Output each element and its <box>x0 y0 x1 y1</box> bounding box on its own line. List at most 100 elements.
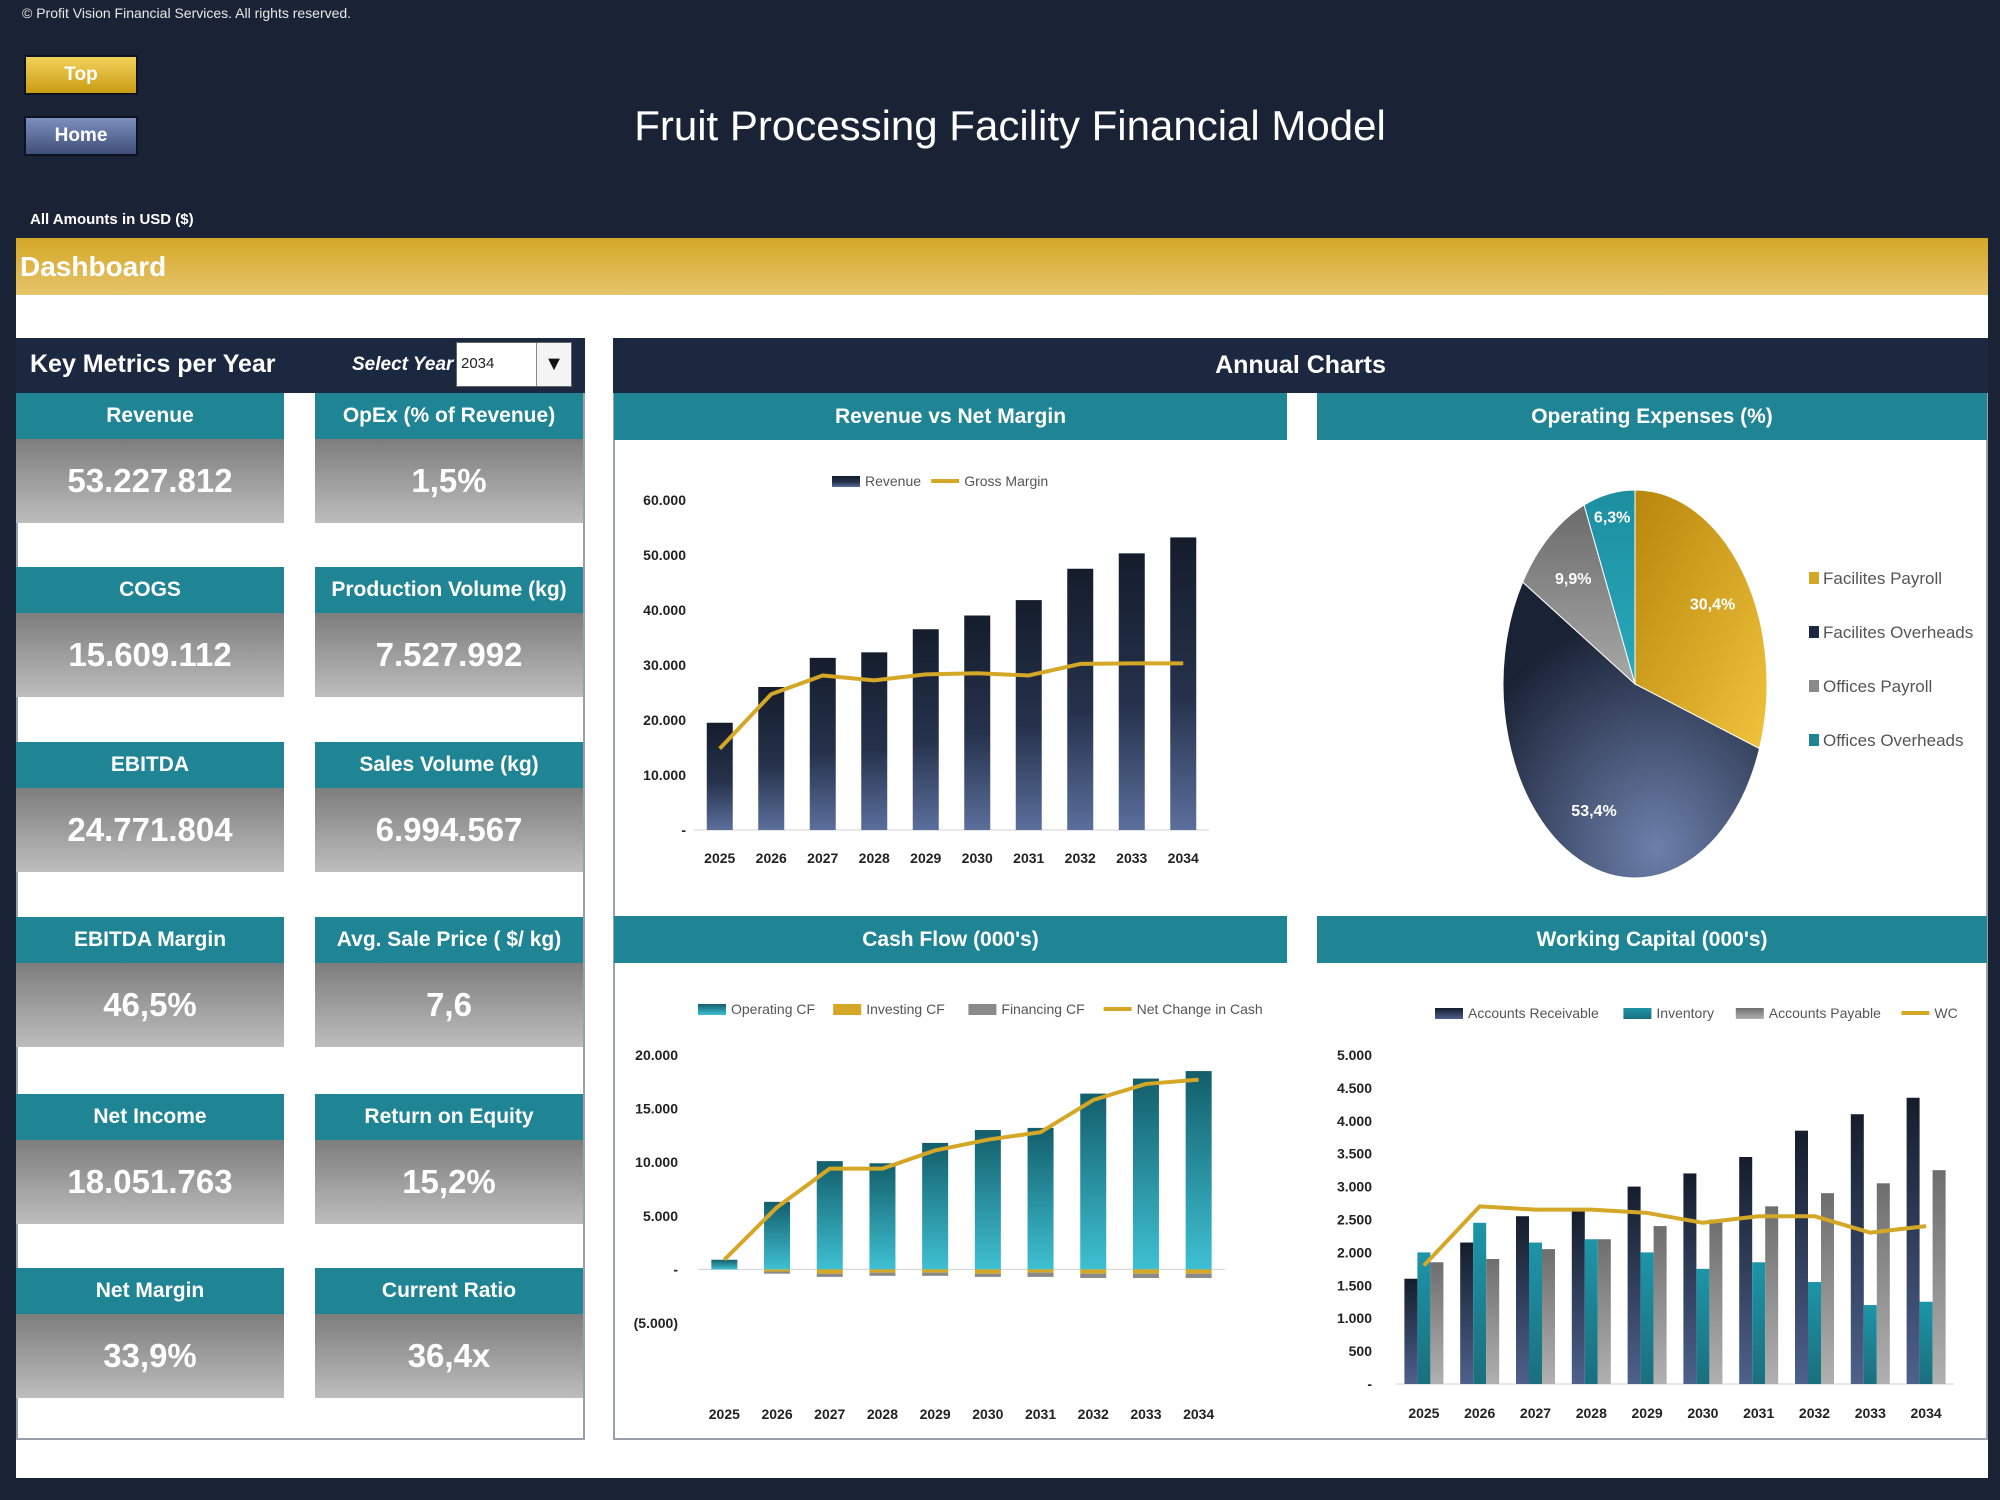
bar-inventory <box>1919 1301 1933 1384</box>
annual-charts-title: Annual Charts <box>1215 351 1386 379</box>
bar-revenue <box>809 657 836 830</box>
legend-financing-cf-swatch <box>968 1004 997 1015</box>
x-tick-label: 2033 <box>1130 1406 1161 1422</box>
x-tick-label: 2032 <box>1065 850 1096 866</box>
metric-value: 15,2% <box>315 1140 583 1224</box>
metric-value: 7,6 <box>315 963 583 1047</box>
y-tick-label: - <box>673 1261 678 1277</box>
metric-label: Production Volume (kg) <box>315 567 583 613</box>
metric-tile: COGS 15.609.112 <box>16 567 284 697</box>
y-tick-label: 4.000 <box>1337 1113 1372 1129</box>
metric-label: OpEx (% of Revenue) <box>315 393 583 439</box>
dashboard-section-title: Dashboard <box>20 250 167 282</box>
home-button[interactable]: Home <box>24 116 138 156</box>
bar-inventory <box>1473 1222 1487 1384</box>
working-capital-chart-title: Working Capital (000's) <box>1317 916 1987 963</box>
line-gross-margin <box>718 661 1184 750</box>
bar-investing-cf <box>869 1269 896 1273</box>
metric-tile: Net Margin 33,9% <box>16 1268 284 1398</box>
bar-inventory <box>1752 1262 1766 1384</box>
y-tick-label: 1.000 <box>1337 1310 1372 1326</box>
y-tick-label: 10.000 <box>643 767 686 783</box>
cash-flow-chart: 20.000 15.000 10.000 5.000 - (5.000) 2025 2026 2… <box>634 1001 1263 1422</box>
legend-facilites-payroll: Facilites Payroll <box>1823 569 1942 588</box>
bar-accounts-receivable <box>1571 1209 1585 1384</box>
x-tick-label: 2026 <box>1464 1405 1495 1421</box>
bar-revenue <box>758 687 785 830</box>
y-tick-label: 500 <box>1349 1343 1373 1359</box>
bar-inventory <box>1640 1252 1654 1384</box>
legend-facilites-overheads-swatch <box>1809 626 1819 638</box>
metric-value: 15.609.112 <box>16 613 284 697</box>
bar-accounts-payable <box>1542 1249 1555 1384</box>
metric-tile: Avg. Sale Price ( $/ kg) 7,6 <box>315 917 583 1047</box>
metric-tile: Current Ratio 36,4x <box>315 1268 583 1398</box>
y-tick-label: 3.000 <box>1337 1179 1372 1195</box>
bar-accounts-payable <box>1765 1206 1779 1384</box>
bar-revenue <box>1170 537 1197 830</box>
metric-value: 7.527.992 <box>315 613 583 697</box>
pie-slice-offices-payroll <box>1522 504 1636 686</box>
y-tick-label: 15.000 <box>635 1101 678 1117</box>
legend-offices-overheads-swatch <box>1809 734 1819 746</box>
metric-label: Sales Volume (kg) <box>315 742 583 788</box>
metric-value: 18.051.763 <box>16 1140 284 1224</box>
x-tick-label: 2031 <box>1025 1406 1056 1422</box>
x-tick-label: 2030 <box>1687 1405 1718 1421</box>
bar-investing-cf <box>1027 1269 1054 1273</box>
legend-net-change-in-cash: Net Change in Cash <box>1137 1001 1263 1017</box>
year-select-value: 2034 <box>461 355 495 372</box>
legend-revenue: Revenue <box>865 473 921 489</box>
bar-financing-cf <box>869 1272 896 1276</box>
metric-label: COGS <box>16 567 284 613</box>
x-tick-label: 2031 <box>1013 850 1044 866</box>
metric-tile: Return on Equity 15,2% <box>315 1094 583 1224</box>
top-button[interactable]: Top <box>24 55 138 95</box>
y-tick-label: 10.000 <box>635 1154 678 1170</box>
year-select[interactable]: 2034 ▼ <box>456 342 572 387</box>
bar-financing-cf <box>922 1272 949 1276</box>
bar-operating-cf <box>1185 1071 1212 1270</box>
y-tick-label: - <box>681 822 686 838</box>
bar-financing-cf <box>974 1273 1001 1277</box>
metric-value: 46,5% <box>16 963 284 1047</box>
y-tick-label: - <box>1367 1376 1372 1392</box>
metric-tile: Sales Volume (kg) 6.994.567 <box>315 742 583 872</box>
metric-tile: EBITDA 24.771.804 <box>16 742 284 872</box>
bar-investing-cf <box>974 1269 1001 1274</box>
x-tick-label: 2028 <box>1576 1405 1607 1421</box>
pie-slice-offices-overheads <box>1583 489 1636 685</box>
key-metrics-title: Key Metrics per Year <box>30 350 276 378</box>
bar-accounts-payable <box>1932 1170 1946 1384</box>
metric-label: EBITDA Margin <box>16 917 284 963</box>
metric-value: 53.227.812 <box>16 439 284 523</box>
chevron-down-icon[interactable]: ▼ <box>536 343 571 386</box>
legend-operating-cf: Operating CF <box>731 1001 815 1017</box>
bar-operating-cf <box>1027 1127 1054 1270</box>
x-tick-label: 2028 <box>859 850 890 866</box>
x-tick-label: 2028 <box>867 1406 898 1422</box>
legend-offices-overheads: Offices Overheads <box>1823 731 1963 750</box>
legend-facilites-overheads: Facilites Overheads <box>1823 623 1973 642</box>
legend-operating-cf-swatch <box>698 1004 726 1015</box>
metric-tile: Net Income 18.051.763 <box>16 1094 284 1224</box>
legend-accounts-payable-swatch <box>1735 1008 1764 1019</box>
metric-value: 1,5% <box>315 439 583 523</box>
x-tick-label: 2027 <box>1520 1405 1551 1421</box>
y-tick-label: 5.000 <box>1337 1047 1372 1063</box>
legend-investing-cf-swatch <box>833 1004 862 1015</box>
bar-accounts-payable <box>1597 1239 1611 1384</box>
bar-inventory <box>1417 1252 1431 1384</box>
bottom-strip <box>16 1446 1988 1478</box>
bar-accounts-receivable <box>1795 1130 1808 1384</box>
metric-tile: EBITDA Margin 46,5% <box>16 917 284 1047</box>
x-tick-label: 2026 <box>761 1406 792 1422</box>
x-tick-label: 2025 <box>1408 1405 1439 1421</box>
metric-value: 36,4x <box>315 1314 583 1398</box>
bar-inventory <box>1584 1239 1598 1384</box>
y-tick-label: 2.000 <box>1337 1244 1372 1260</box>
y-tick-label: 40.000 <box>643 602 686 618</box>
amounts-currency-note: All Amounts in USD ($) <box>30 211 194 228</box>
bar-financing-cf <box>1027 1272 1054 1277</box>
metric-tile: OpEx (% of Revenue) 1,5% <box>315 393 583 523</box>
